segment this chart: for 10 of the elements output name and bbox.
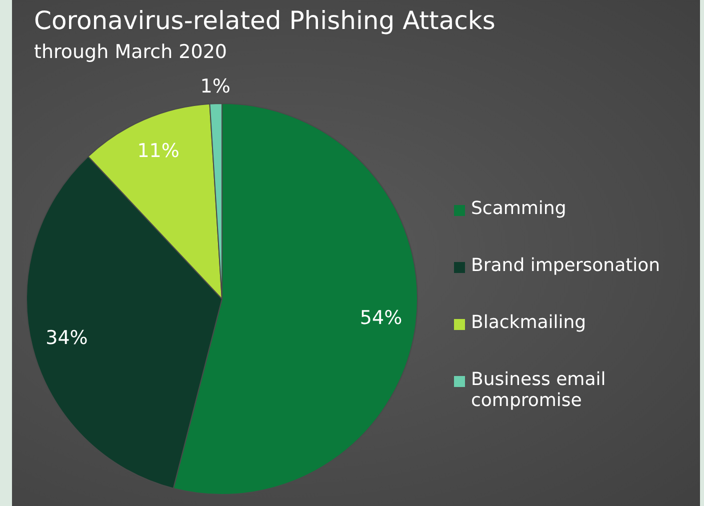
chart-subtitle: through March 2020 — [34, 41, 228, 63]
chart-title: Coronavirus-related Phishing Attacks — [34, 6, 496, 35]
legend-label: Blackmailing — [471, 312, 586, 333]
legend-label: Brand impersonation — [471, 255, 660, 276]
data-label: 11% — [137, 140, 180, 162]
slice-label: Scamming — [471, 198, 566, 219]
data-label: 34% — [46, 326, 88, 349]
data-label: 54% — [360, 307, 402, 330]
legend-label: Business email compromise — [471, 369, 607, 411]
data-label: 1% — [200, 76, 230, 98]
